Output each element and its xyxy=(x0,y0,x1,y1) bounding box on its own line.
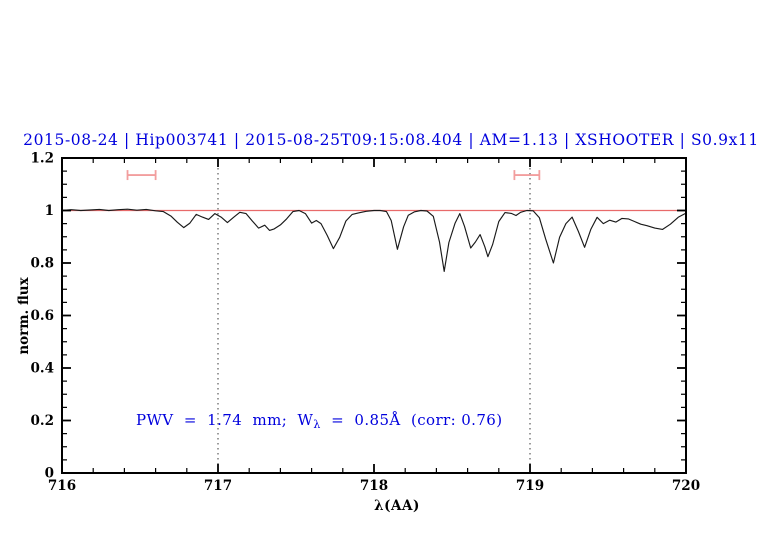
y-tick-label: 0.4 xyxy=(31,361,55,377)
y-axis-label: norm. flux xyxy=(16,277,32,355)
plot-title: 2015-08-24 | Hip003741 | 2015-08-25T09:1… xyxy=(23,131,759,149)
x-tick-label: 719 xyxy=(516,478,544,494)
y-tick-label: 0.2 xyxy=(31,413,55,429)
lambda-subscript: λ xyxy=(313,418,321,431)
y-tick-label: 0.6 xyxy=(31,308,55,324)
y-tick-label: 0.8 xyxy=(31,256,55,272)
y-tick-label: 0 xyxy=(45,466,54,482)
x-tick-label: 716 xyxy=(48,478,76,494)
spectrum-line xyxy=(61,208,687,272)
x-tick-label: 720 xyxy=(672,478,700,494)
pwv-annotation: PWV = 1.74 mm; Wλ = 0.85Å (corr: 0.76) xyxy=(136,411,502,431)
y-tick-label: 1.2 xyxy=(31,151,55,167)
x-axis-label: λ(AA) xyxy=(374,498,420,514)
y-tick-label: 1 xyxy=(45,203,54,219)
pwv-annotation-suffix: = 0.85Å (corr: 0.76) xyxy=(320,411,503,429)
x-tick-label: 717 xyxy=(204,478,232,494)
pwv-annotation-prefix: PWV = 1.74 mm; W xyxy=(136,411,314,429)
x-tick-label: 718 xyxy=(360,478,388,494)
